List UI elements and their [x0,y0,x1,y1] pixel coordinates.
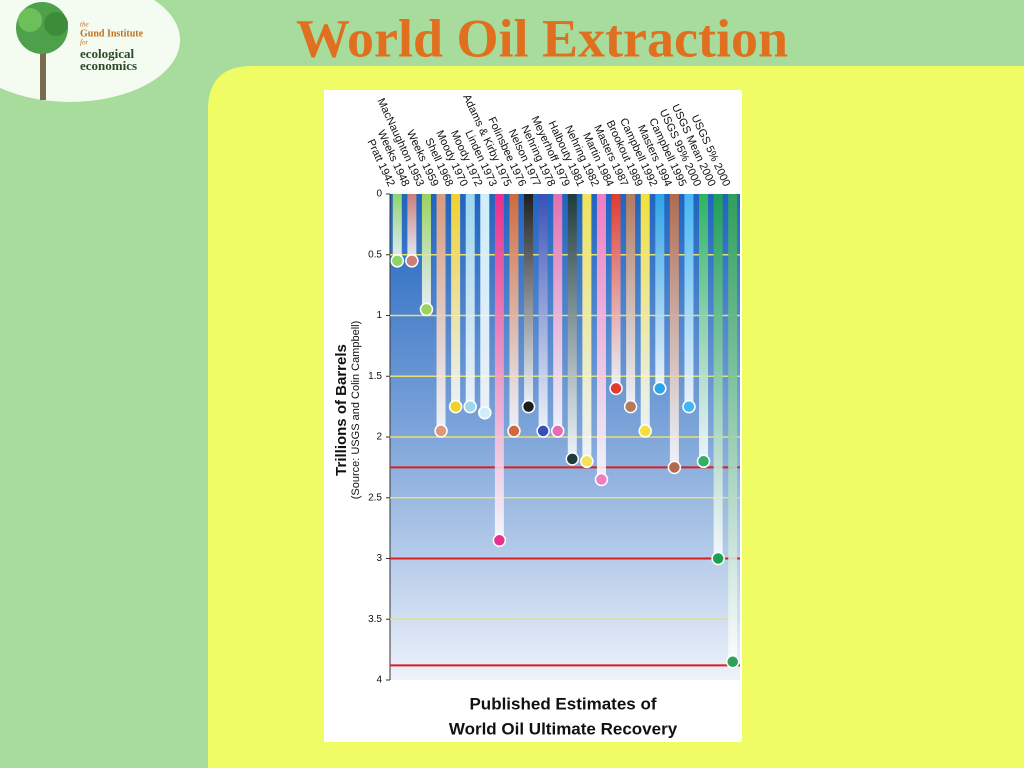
bar [509,194,519,431]
logo-text: for [80,39,88,47]
bar-end-marker [521,399,536,414]
bar [582,194,592,462]
bar [655,194,665,389]
bar [640,194,650,431]
bar [494,194,504,541]
bar-end-marker [682,399,696,414]
bar-end-marker [696,454,711,469]
y-tick-label: 0.5 [368,249,382,260]
bar [553,194,563,431]
bar [392,194,402,261]
bar [684,194,694,407]
y-tick-label: 2.5 [368,492,382,503]
bar-end-marker [594,472,609,487]
y-tick-label: 4 [376,675,382,686]
bar [728,194,738,662]
bar-end-marker [448,399,463,414]
bar [626,194,636,407]
bar-end-marker [667,460,682,475]
logo-text: ecological [80,46,135,61]
y-tick-label: 1.5 [368,371,382,382]
bar [436,194,446,431]
bar-end-marker [653,381,667,396]
bar-end-marker [725,655,740,669]
bar-end-marker [638,424,652,438]
chart-title: Published Estimates of [469,694,656,713]
bar [596,194,606,480]
bar [699,194,709,462]
bar-end-marker [405,254,419,268]
bar-end-marker [580,454,594,469]
y-tick-label: 0 [376,189,382,200]
y-tick-label: 3 [376,553,382,564]
y-axis-label: Trillions of Barrels [333,344,350,476]
bar [524,194,534,407]
y-tick-label: 2 [376,432,382,443]
bar-end-marker [536,424,550,438]
bar-end-marker [492,533,507,548]
bar [421,194,431,310]
chart-title: World Oil Ultimate Recovery [449,719,678,738]
bar [451,194,461,407]
bar-end-marker [609,381,623,396]
y-axis-sublabel: (Source: USGS and Colin Campbell) [350,321,362,500]
bar-end-marker [711,551,725,566]
logo-text: economics [80,58,137,73]
bar [567,194,577,459]
slide-title: World Oil Extraction [296,8,788,68]
bar-end-marker [390,254,405,268]
bar-end-marker [565,452,580,466]
bar [407,194,417,261]
bar [480,194,490,413]
logo-text: Gund Institute [80,28,144,39]
bar-end-marker [463,399,477,414]
bar-end-marker [419,302,434,317]
logo-tree [16,2,68,100]
bar [611,194,621,389]
bar-end-marker [478,405,492,420]
logo-text: the [80,21,89,29]
bar-end-marker [550,424,565,438]
bar-end-marker [434,424,448,438]
bar [538,194,548,431]
bar [713,194,723,559]
bar-end-marker [623,399,638,414]
y-tick-label: 3.5 [368,614,382,625]
bar [465,194,475,407]
bar [669,194,679,468]
y-tick-label: 1 [376,310,382,321]
bar-end-marker [507,424,521,438]
